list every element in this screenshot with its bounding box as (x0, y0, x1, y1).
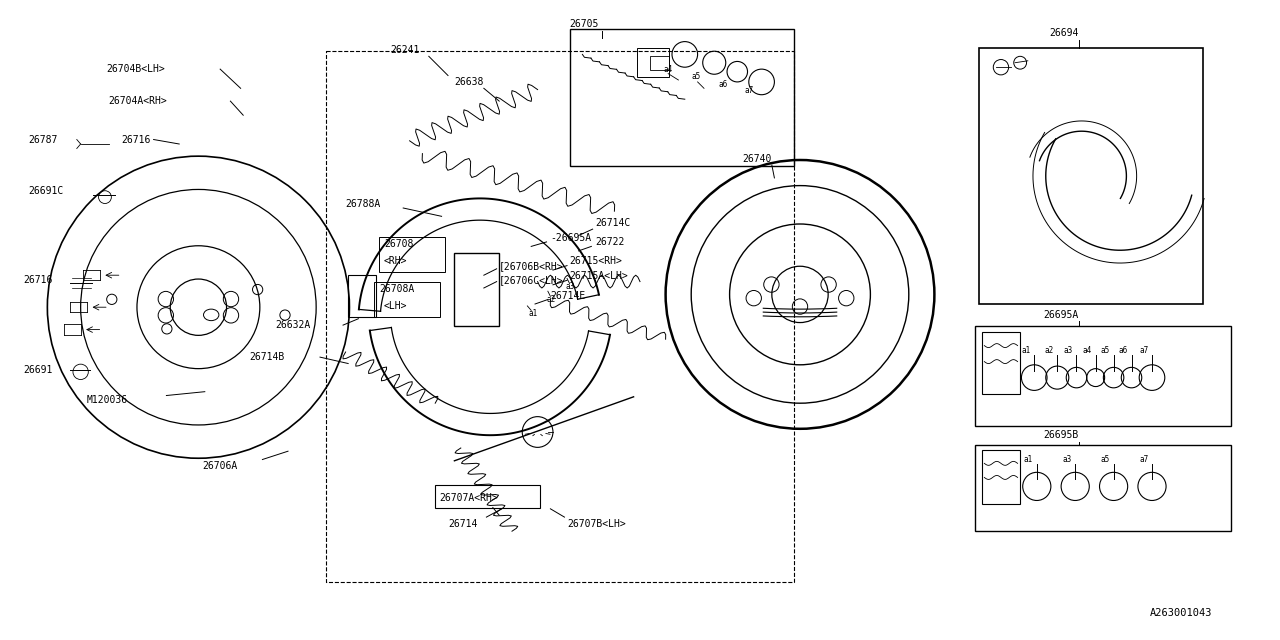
Text: -26695A: -26695A (550, 233, 591, 243)
Bar (637, 48, 669, 77)
Text: a1: a1 (529, 309, 538, 318)
Text: 26704B<LH>: 26704B<LH> (106, 64, 165, 74)
Text: 26714: 26714 (448, 518, 477, 529)
Text: <RH>: <RH> (384, 256, 407, 266)
Text: a7: a7 (1139, 455, 1148, 464)
Text: 26707B<LH>: 26707B<LH> (567, 518, 626, 529)
Bar (570, 29, 794, 166)
Bar (975, 445, 1231, 531)
Text: 26714E: 26714E (550, 291, 586, 301)
Text: a2: a2 (547, 295, 556, 304)
Text: 26740: 26740 (742, 154, 772, 164)
Text: 26241: 26241 (390, 45, 420, 55)
Text: a1: a1 (1021, 346, 1030, 355)
Text: 26715A<LH>: 26715A<LH> (570, 271, 628, 282)
Bar (979, 48, 1203, 304)
Bar (379, 237, 445, 272)
Text: a5: a5 (1101, 346, 1110, 355)
Text: A263001043: A263001043 (1149, 608, 1212, 618)
Text: 26706A: 26706A (202, 461, 238, 471)
Text: a4: a4 (663, 65, 672, 74)
Bar (982, 450, 1020, 504)
Text: a5: a5 (1101, 455, 1110, 464)
Text: a3: a3 (566, 282, 575, 291)
Text: a3: a3 (1062, 455, 1071, 464)
Text: 26695B: 26695B (1043, 430, 1079, 440)
Text: a7: a7 (745, 86, 754, 95)
Text: 26708A: 26708A (379, 284, 415, 294)
Text: 26708: 26708 (384, 239, 413, 250)
Text: a7: a7 (1139, 346, 1148, 355)
Text: 26722: 26722 (595, 237, 625, 247)
Bar (650, 56, 669, 70)
Text: a4: a4 (1083, 346, 1092, 355)
Text: 26716: 26716 (23, 275, 52, 285)
Text: 26716: 26716 (122, 134, 151, 145)
Text: a2: a2 (1044, 346, 1053, 355)
Text: 26632A: 26632A (275, 320, 311, 330)
Bar (326, 51, 794, 582)
Text: [26706B<RH>: [26706B<RH> (499, 260, 563, 271)
Text: 26787: 26787 (28, 134, 58, 145)
Bar (454, 253, 499, 326)
Text: 26705: 26705 (570, 19, 599, 29)
Text: 26707A<RH>: 26707A<RH> (439, 493, 498, 503)
Text: a3: a3 (1064, 346, 1073, 355)
Bar (975, 326, 1231, 426)
Bar (435, 485, 540, 508)
Text: 26694: 26694 (1050, 28, 1079, 38)
Text: 26714B: 26714B (250, 352, 285, 362)
Bar (374, 282, 440, 317)
Text: 26788A: 26788A (346, 198, 381, 209)
Text: 26695A: 26695A (1043, 310, 1079, 320)
Text: a1: a1 (1024, 455, 1033, 464)
Text: M120036: M120036 (87, 395, 128, 405)
Text: 26714C: 26714C (595, 218, 631, 228)
Text: a6: a6 (1119, 346, 1128, 355)
Bar (348, 275, 376, 317)
Text: 26704A<RH>: 26704A<RH> (109, 96, 168, 106)
Text: 26691C: 26691C (28, 186, 64, 196)
Text: 26638: 26638 (454, 77, 484, 87)
Text: <LH>: <LH> (384, 301, 407, 311)
Text: a6: a6 (718, 80, 727, 89)
Text: 26691: 26691 (23, 365, 52, 375)
Text: a5: a5 (691, 72, 700, 81)
Text: [26706C<LH>: [26706C<LH> (499, 275, 563, 285)
Bar (982, 332, 1020, 394)
Text: 26715<RH>: 26715<RH> (570, 256, 622, 266)
